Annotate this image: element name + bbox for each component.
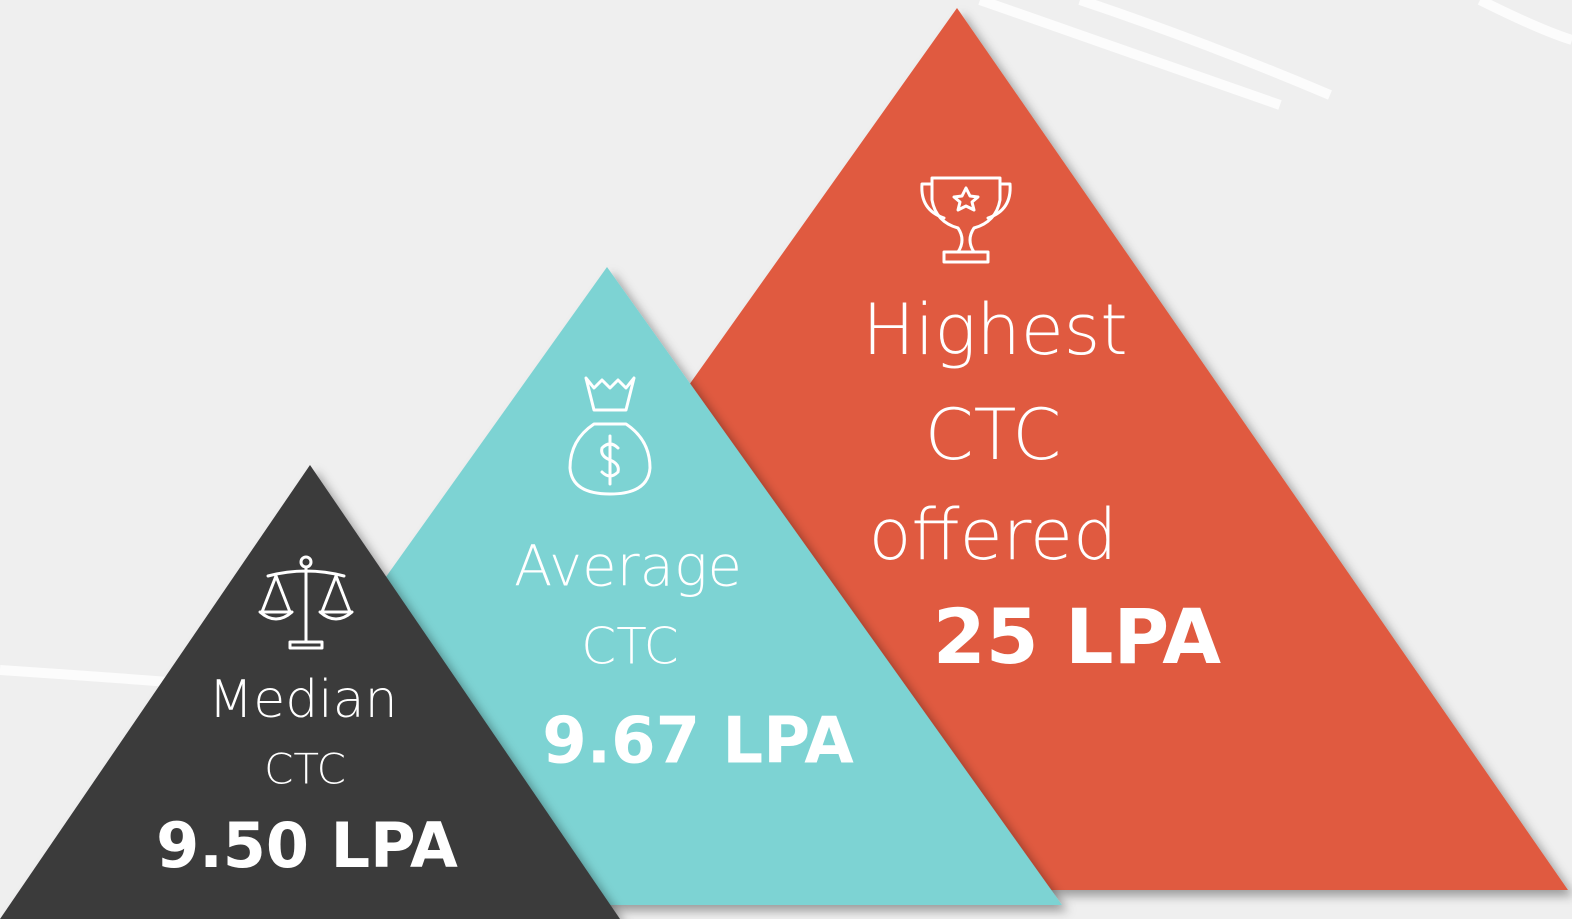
label: Average bbox=[514, 534, 742, 599]
label: offered bbox=[869, 494, 1118, 576]
label: CTC bbox=[581, 618, 678, 676]
brush-strokes bbox=[0, 0, 1572, 725]
triangle-median bbox=[0, 465, 620, 919]
value: 25 LPA bbox=[933, 592, 1221, 681]
label: Median bbox=[208, 670, 397, 730]
label: CTC bbox=[264, 745, 346, 794]
trophy-icon bbox=[920, 176, 1012, 264]
money-bag-icon bbox=[568, 376, 652, 496]
value: 9.67 LPA bbox=[542, 705, 854, 779]
label: CTC bbox=[925, 394, 1061, 476]
value: 9.50 LPA bbox=[156, 809, 458, 882]
scales-icon bbox=[258, 555, 354, 650]
label: Highest bbox=[862, 289, 1127, 371]
